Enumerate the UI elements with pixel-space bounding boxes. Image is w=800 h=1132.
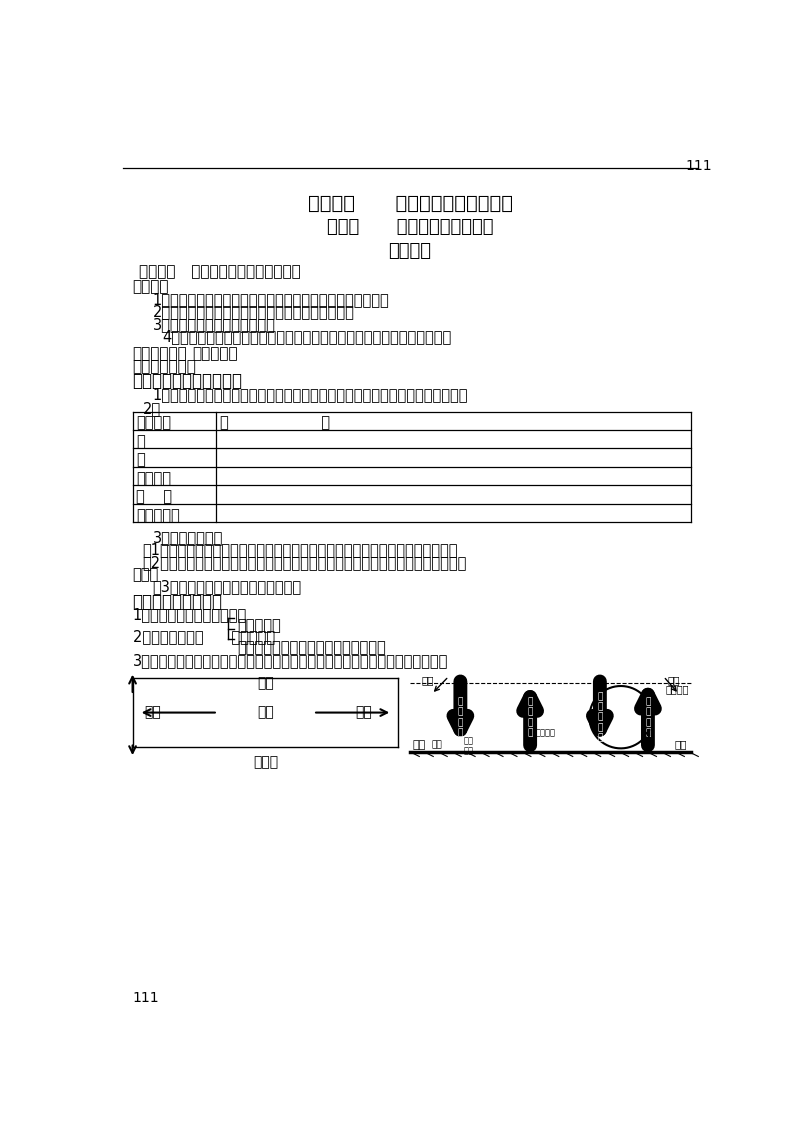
Text: 太阳辐射：: 太阳辐射： xyxy=(237,618,281,634)
Text: 111: 111 xyxy=(685,158,712,173)
Text: 为主。: 为主。 xyxy=(133,567,158,582)
Text: 基础知识梳理：: 基础知识梳理： xyxy=(133,359,197,375)
Text: 反射: 反射 xyxy=(422,675,434,685)
Text: 大气: 大气 xyxy=(356,705,373,719)
Text: 大
气
逆
辐
射: 大 气 逆 辐 射 xyxy=(597,692,602,743)
Text: 3、理解大气水平运动的成因。: 3、理解大气水平运动的成因。 xyxy=(153,317,275,332)
Text: 大气的运动: 大气的运动 xyxy=(192,346,238,361)
Text: 2、绘制简单示意图，理解大气热力环流的形成过程: 2、绘制简单示意图，理解大气热力环流的形成过程 xyxy=(153,305,354,319)
Text: 4、通过大气热力环流的基本原理解释城市热岛效应、海陆热力环流等现象: 4、通过大气热力环流的基本原理解释城市热岛效应、海陆热力环流等现象 xyxy=(162,329,451,344)
Text: 3．大气垂直分布: 3．大气垂直分布 xyxy=(153,530,223,546)
Text: 地
面
辐
射: 地 面 辐 射 xyxy=(527,697,533,737)
Text: （2）平流层：大气主要靠＿＿＿＿＿增温，气温随高度增加而＿＿＿，大气以＿＿: （2）平流层：大气主要靠＿＿＿＿＿增温，气温随高度增加而＿＿＿，大气以＿＿ xyxy=(142,555,467,569)
Text: 第一课时   大气的受热过程及水平运动: 第一课时 大气的受热过程及水平运动 xyxy=(138,264,301,278)
Text: 第二节      大气圈与天气、气候: 第二节 大气圈与天气、气候 xyxy=(326,218,494,237)
Text: 学习重难点：: 学习重难点： xyxy=(133,346,187,361)
Text: 大气逆辐射：补偿地面辐射损失的热量: 大气逆辐射：补偿地面辐射损失的热量 xyxy=(237,641,386,655)
Text: 大气: 大气 xyxy=(144,705,161,719)
Text: 2、大气保温作用      地面辐射：: 2、大气保温作用 地面辐射： xyxy=(133,629,274,644)
Text: 地面: 地面 xyxy=(674,739,686,749)
Text: 作                    用: 作 用 xyxy=(220,415,330,430)
Text: （3）高层大气：电离层反射无线电波: （3）高层大气：电离层反射无线电波 xyxy=(153,580,302,594)
Text: 反射: 反射 xyxy=(667,675,680,685)
Text: 地面: 地面 xyxy=(412,739,426,749)
Text: 氮: 氮 xyxy=(137,453,145,468)
Text: （1）对流层：气温随高度增加而＿＿＿＿，空气＿＿＿＿＿显著，天气现象复杂: （1）对流层：气温随高度增加而＿＿＿＿，空气＿＿＿＿＿显著，天气现象复杂 xyxy=(142,542,458,557)
Text: 大气上界: 大气上界 xyxy=(666,684,689,694)
Text: 氧: 氧 xyxy=(137,434,145,448)
Text: 大气成分: 大气成分 xyxy=(137,415,171,430)
Text: 增
温
辐
射: 增 温 辐 射 xyxy=(646,697,650,737)
Text: 111: 111 xyxy=(133,990,159,1004)
Text: 1．低层大气的组成包括：＿＿＿＿＿＿＿、＿＿＿＿＿＿＿、＿＿＿＿＿＿＿。: 1．低层大气的组成包括：＿＿＿＿＿＿＿、＿＿＿＿＿＿＿、＿＿＿＿＿＿＿。 xyxy=(153,387,468,403)
Text: 地面
吸收: 地面 吸收 xyxy=(463,737,473,756)
Text: 二氧化碳: 二氧化碳 xyxy=(137,471,171,486)
Text: 臭    氧: 臭 氧 xyxy=(137,489,173,504)
Text: 太阳: 太阳 xyxy=(257,705,274,719)
Text: 水汽和杂质: 水汽和杂质 xyxy=(137,508,180,523)
Text: 一、大气圈的组成与结构: 一、大气圈的组成与结构 xyxy=(133,372,242,391)
Text: 大气逆: 大气逆 xyxy=(253,755,278,769)
Text: 1、吸收：具有＿＿＿＿＿＿: 1、吸收：具有＿＿＿＿＿＿ xyxy=(133,607,246,623)
Text: 3、意义：降低了白天的最高气温，升高了晚上的最低气温；降低了气温的日较差: 3、意义：降低了白天的最高气温，升高了晚上的最低气温；降低了气温的日较差 xyxy=(133,653,448,668)
Text: 1、阅读示意图说明大气受热过程、大气保温作用的基本原理: 1、阅读示意图说明大气受热过程、大气保温作用的基本原理 xyxy=(153,292,390,307)
Text: 地面: 地面 xyxy=(257,677,274,691)
Text: 二、大气的受热过程: 二、大气的受热过程 xyxy=(133,593,222,611)
Text: 第二单元      从地球圈层看地理环境: 第二单元 从地球圈层看地理环境 xyxy=(307,194,513,213)
Text: 学习目标: 学习目标 xyxy=(133,280,169,294)
Text: 大气吸收: 大气吸收 xyxy=(536,729,556,738)
Text: 2．: 2． xyxy=(142,401,161,415)
Text: 学案导学: 学案导学 xyxy=(389,242,431,260)
Text: 太
阳
辐
射: 太 阳 辐 射 xyxy=(458,697,463,737)
Text: 散射: 散射 xyxy=(432,740,442,749)
